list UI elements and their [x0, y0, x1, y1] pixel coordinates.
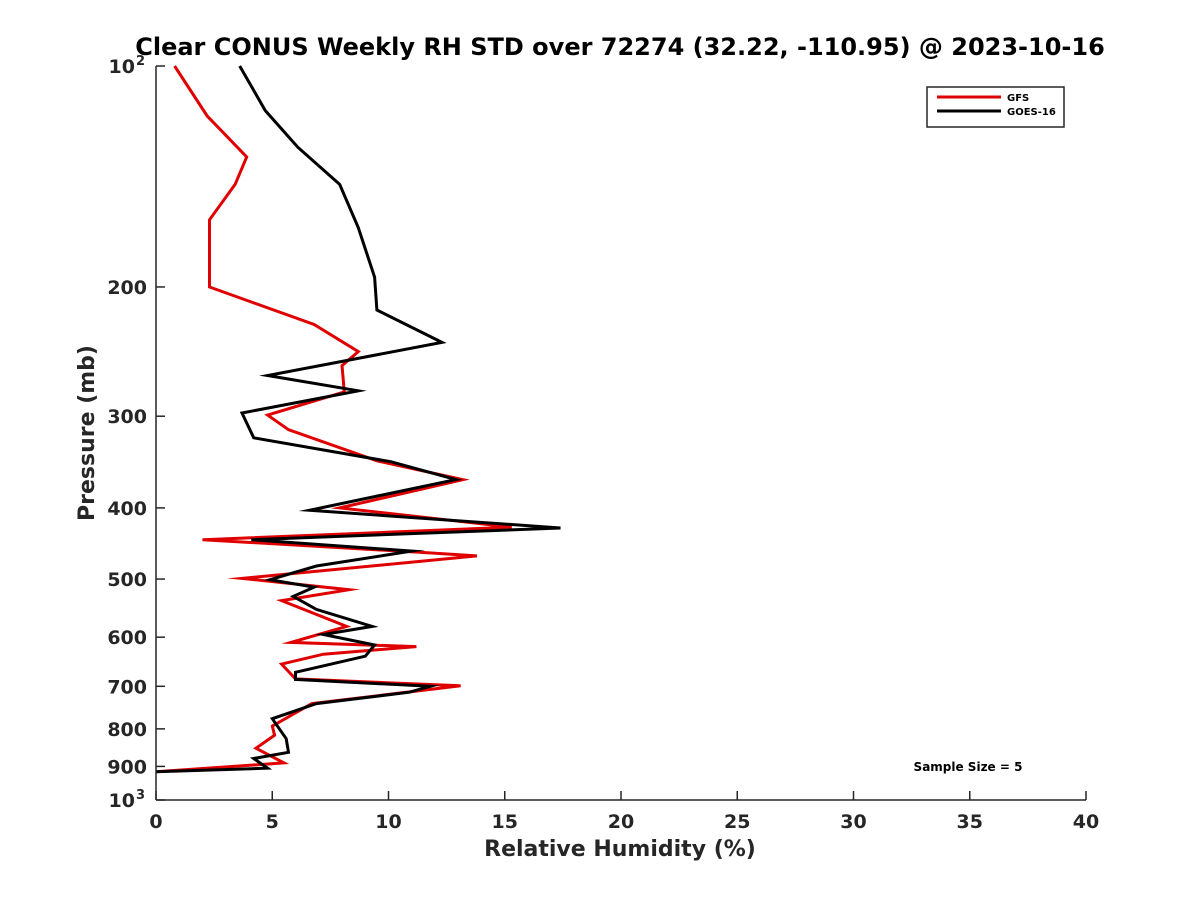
y-tick-label-5: 600 — [107, 627, 147, 649]
x-tick-label-8: 40 — [1073, 811, 1099, 833]
y-tick-label-9: 10 — [109, 790, 135, 812]
y-axis-label: Pressure (mb) — [75, 345, 100, 521]
y-tick-label-8: 900 — [107, 756, 147, 778]
legend-label-0: GFS — [1007, 93, 1029, 104]
x-tick-label-6: 30 — [840, 811, 866, 833]
y-tick-label-7: 800 — [107, 719, 147, 741]
x-tick-label-4: 20 — [608, 811, 634, 833]
x-tick-label-3: 15 — [492, 811, 518, 833]
x-tick-label-7: 35 — [957, 811, 983, 833]
series-line-1 — [155, 65, 561, 774]
x-tick-label-0: 0 — [149, 811, 162, 833]
series-layer — [155, 65, 561, 774]
y-tick-exponent-0: 2 — [136, 54, 145, 69]
y-tick-label-2: 300 — [107, 406, 147, 428]
y-tick-label-3: 400 — [107, 498, 147, 520]
sample-size-annotation: Sample Size = 5 — [914, 760, 1023, 774]
y-tick-exponent-9: 3 — [136, 788, 145, 803]
x-tick-label-2: 10 — [375, 811, 401, 833]
legend-box — [926, 86, 1065, 128]
x-axis-label: Relative Humidity (%) — [484, 837, 756, 862]
legend-label-1: GOES-16 — [1007, 107, 1056, 118]
y-tick-label-1: 200 — [107, 277, 147, 299]
y-tick-label-4: 500 — [107, 569, 147, 591]
chart-title: Clear CONUS Weekly RH STD over 72274 (32… — [135, 33, 1105, 61]
legend: GFS GOES-16 — [926, 86, 1065, 128]
y-tick-label-6: 700 — [107, 676, 147, 698]
x-tick-label-5: 25 — [724, 811, 750, 833]
y-tick-label-0: 10 — [109, 56, 135, 78]
x-tick-label-1: 5 — [266, 811, 279, 833]
